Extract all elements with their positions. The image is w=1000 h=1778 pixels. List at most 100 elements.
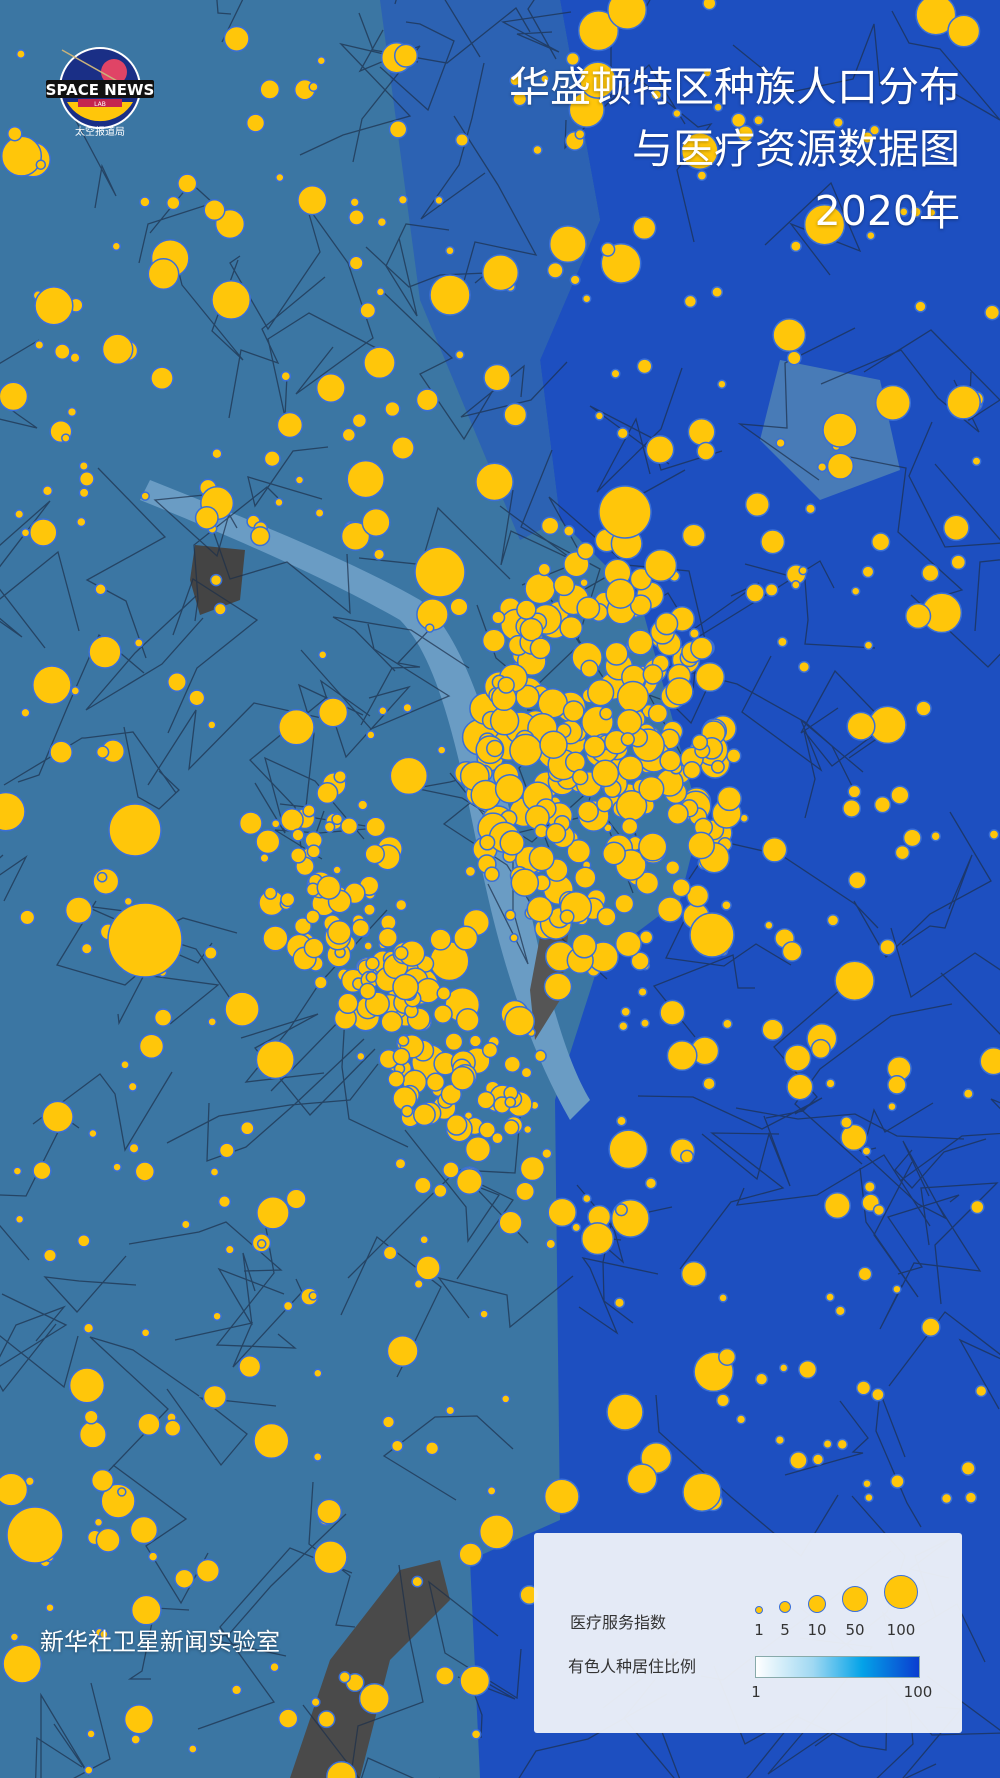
medical-marker [614,930,642,958]
medical-marker [497,676,515,694]
medical-marker [600,241,616,257]
medical-marker [415,388,439,412]
medical-marker [614,893,635,914]
medical-marker [688,627,700,640]
medical-marker [947,14,981,48]
medical-marker [823,1192,851,1220]
medical-marker [839,1116,853,1129]
medical-marker [7,125,23,142]
boundary-line [379,21,455,112]
medical-marker [464,1136,492,1163]
medical-marker [433,1004,453,1024]
medical-marker [134,1161,156,1182]
boundary-line [0,1293,68,1393]
medical-marker [425,1072,446,1092]
medical-marker [88,1128,98,1139]
title-line-2: 与医疗资源数据图 [632,125,960,173]
medical-marker [571,768,589,786]
medical-marker [308,81,319,93]
boundary-line [358,7,531,64]
boundary-line [899,1098,1000,1182]
medical-marker [842,798,862,818]
medical-marker [147,1551,159,1562]
medical-marker [364,843,385,865]
medical-marker [617,755,644,782]
boundary-line [279,683,364,808]
boundary-line [215,1216,297,1349]
medical-marker [150,366,174,391]
medical-marker [761,836,788,863]
medical-marker [412,1103,436,1127]
medical-marker [683,294,698,309]
boundary-line [240,1013,376,1116]
medical-marker [359,302,377,319]
medical-marker [960,1460,976,1476]
medical-marker [774,1434,786,1446]
medical-marker [239,1120,255,1136]
boundary-line [732,23,881,93]
medical-marker [413,1176,432,1195]
medical-marker [415,1255,441,1281]
medical-marker [512,91,528,107]
medical-marker [533,1049,547,1063]
medical-marker [83,1409,99,1425]
medical-marker [388,119,408,139]
medical-marker [381,1415,396,1429]
medical-marker [400,1104,414,1118]
boundary-line [352,29,421,163]
medical-marker [671,878,691,898]
medical-marker [123,896,134,907]
medical-marker [515,1181,536,1202]
medical-marker [613,1297,626,1309]
medical-marker [504,1096,517,1109]
medical-marker [579,61,617,99]
medical-marker [276,411,304,439]
medical-marker [224,1244,235,1255]
medical-marker [577,800,599,823]
medical-marker [486,1485,497,1496]
medical-marker [458,1542,483,1567]
medical-marker [519,1155,546,1182]
medical-marker [599,706,614,721]
medical-marker [860,131,874,144]
medical-marker [680,1260,707,1287]
medical-marker [275,172,285,183]
medical-marker [366,730,376,740]
medical-marker [153,1008,173,1027]
medical-marker [90,1468,115,1493]
boundary-line [437,1275,574,1329]
medical-marker [659,999,686,1026]
medical-marker [380,1010,403,1034]
medical-marker [921,563,940,583]
medical-marker [459,1665,491,1697]
medical-marker [341,427,357,443]
medical-marker [904,602,932,630]
medical-marker [822,1439,833,1449]
medical-marker [259,853,270,864]
medical-marker [78,460,89,472]
medical-marker [638,775,665,802]
medical-marker [940,1492,953,1505]
medical-marker [861,565,875,579]
medical-marker [847,784,862,799]
medical-marker [337,992,359,1015]
boundary-line [300,623,451,730]
medical-marker [783,1044,812,1072]
medical-marker [642,664,664,685]
boundary-line [167,578,259,734]
boundary-line [578,1257,659,1335]
medical-marker [6,1506,64,1564]
medical-marker [717,379,727,389]
medical-marker [816,461,828,473]
medical-marker [15,49,26,60]
medical-marker [29,518,58,547]
medical-marker [316,782,339,805]
medical-marker [811,1453,825,1466]
medical-marker [744,491,770,518]
medical-marker [789,1451,808,1470]
medical-marker [363,941,374,951]
medical-marker [317,1710,336,1729]
medical-marker [790,580,801,590]
